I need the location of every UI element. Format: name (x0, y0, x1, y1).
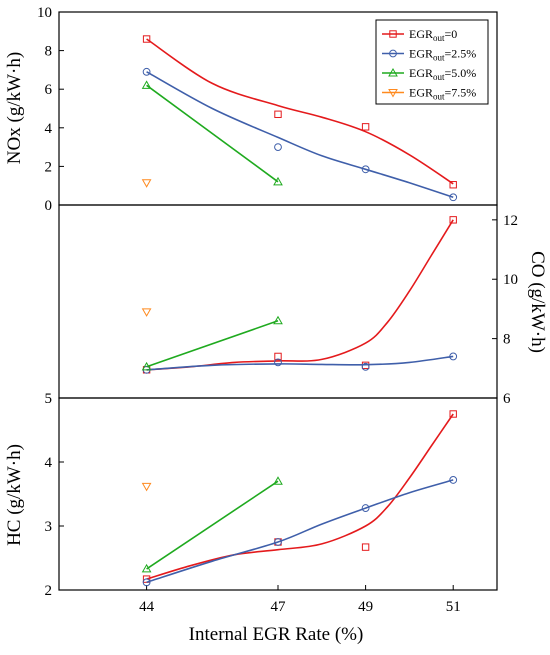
bottom-egrout-0-point (361, 543, 370, 551)
xtick-label: 44 (139, 599, 155, 615)
bottom-egrout-5-0-line (146, 480, 279, 570)
middle-ytick-label: 8 (503, 332, 511, 348)
middle-egrout-7-5-point (141, 308, 152, 317)
middle-egrout-2-5-point (449, 352, 458, 361)
top-egrout-2-5-point (449, 193, 458, 202)
bottom-egrout-2-5-point (274, 538, 282, 546)
bottom-egrout-2-5-point (361, 504, 370, 512)
top-ytick-label: 6 (45, 82, 53, 98)
bottom-plot-frame (58, 397, 498, 591)
middle-ytick-label: 10 (503, 272, 518, 288)
top-egrout-5-0-line (146, 84, 279, 183)
bottom-egrout-5-0-point (141, 563, 152, 573)
middle-ytick-label: 6 (503, 391, 511, 407)
bottom-egrout-0-point (449, 410, 457, 418)
nox-axis-label: NOx (g/kW·h) (4, 52, 25, 164)
top-egrout-0-line (146, 38, 454, 185)
bottom-egrout-2-5-line (146, 479, 454, 584)
middle-panel: 6 8 10 12 (58, 204, 518, 407)
top-egrout-0-point (361, 123, 370, 131)
top-ytick-label: 10 (37, 5, 52, 21)
bottom-ytick-label: 2 (45, 583, 53, 599)
legend-swatch-marker (389, 49, 397, 58)
top-egrout-2-5-point (274, 143, 282, 152)
middle-plot-frame (58, 204, 498, 399)
middle-egrout-2-5-point (361, 362, 370, 371)
top-egrout-2-5-point (361, 165, 370, 174)
top-egrout-7-5-point (141, 179, 152, 188)
middle-egrout-2-5-line (146, 355, 454, 371)
top-egrout-5-0-point (141, 80, 152, 89)
bottom-ytick-label: 5 (45, 391, 53, 407)
legend-swatch-marker (389, 30, 397, 38)
legend-swatch-marker (388, 67, 398, 77)
co-axis-label: CO (g/kW·h) (527, 251, 548, 353)
middle-egrout-5-0-point (141, 361, 152, 371)
top-egrout-0-point (449, 181, 457, 189)
top-ytick-label: 0 (45, 198, 53, 214)
middle-egrout-0-point (449, 216, 457, 224)
legend-label: EGRout=0 (409, 27, 457, 43)
legend-label: EGRout=5.0% (409, 66, 476, 82)
top-ytick-label: 2 (45, 159, 53, 175)
top-egrout-5-0-point (273, 176, 283, 186)
bottom-egrout-5-0-point (273, 476, 283, 485)
legend: EGRout=0 EGRout=2.5% EGRout=5.0% EGRout=7.5… (375, 19, 489, 105)
bottom-ytick-label: 4 (45, 455, 53, 471)
top-egrout-0-point (142, 35, 151, 43)
top-ytick-label: 4 (45, 121, 53, 137)
bottom-egrout-0-line (146, 413, 454, 580)
top-egrout-2-5-line (146, 71, 454, 199)
bottom-egrout-0-point (142, 575, 151, 583)
bottom-egrout-2-5-point (142, 578, 151, 587)
middle-egrout-5-0-point (273, 315, 283, 325)
x-axis-label: Internal EGR Rate (%) (189, 624, 364, 645)
bottom-egrout-2-5-point (449, 476, 458, 484)
top-egrout-2-5-point (142, 67, 151, 76)
xtick-label: 49 (358, 599, 373, 615)
bottom-ytick-label: 3 (45, 519, 53, 535)
chart-panels: 0246810EGRout=0EGRout=2.5%EGRout=5.0%EGR… (37, 5, 518, 615)
middle-egrout-0-line (146, 219, 454, 371)
middle-egrout-5-0-line (146, 320, 279, 368)
xtick-label: 51 (446, 599, 461, 615)
middle-ytick-label: 12 (503, 213, 518, 229)
legend-label: EGRout=7.5% (409, 86, 476, 102)
bottom-panel: 2 3 4 5 44 47 49 51 (45, 391, 498, 615)
hc-axis-label: HC (g/kW·h) (4, 444, 25, 546)
bottom-egrout-7-5-point (141, 482, 152, 492)
xtick-label: 47 (271, 599, 287, 615)
middle-egrout-0-point (274, 352, 282, 361)
top-panel: 0246810EGRout=0EGRout=2.5%EGRout=5.0%EGR… (37, 5, 498, 214)
legend-label: EGRout=2.5% (409, 47, 476, 63)
legend-swatch-marker (388, 89, 398, 98)
top-ytick-label: 8 (45, 44, 53, 60)
top-egrout-0-point (274, 110, 282, 118)
middle-egrout-2-5-point (274, 358, 282, 367)
